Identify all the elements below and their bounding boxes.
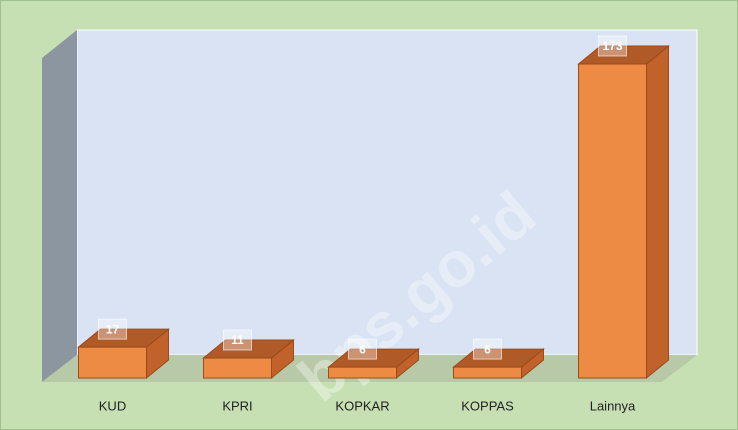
bar-side (646, 44, 669, 380)
bar (328, 366, 397, 379)
x-tick-label: KUD (99, 398, 126, 413)
x-tick-label: KPRI (222, 398, 252, 413)
bar (203, 357, 272, 379)
value-label-box (473, 338, 502, 360)
value-label: 6 (359, 342, 366, 356)
x-tick-label: KOPKAR (335, 398, 389, 413)
value-label-box (598, 35, 627, 57)
x-tick-label: Lainnya (590, 398, 636, 413)
value-label-box (348, 338, 377, 360)
bar (578, 63, 647, 379)
value-label: 11 (231, 333, 244, 347)
bar (78, 346, 147, 379)
value-label: 17 (106, 322, 120, 336)
x-tick-label: KOPPAS (461, 398, 514, 413)
value-label-box (98, 318, 127, 340)
side-wall (42, 30, 77, 382)
value-label-box (223, 329, 252, 351)
bar (453, 366, 522, 379)
value-label: 6 (484, 342, 491, 356)
value-label: 173 (602, 39, 622, 53)
